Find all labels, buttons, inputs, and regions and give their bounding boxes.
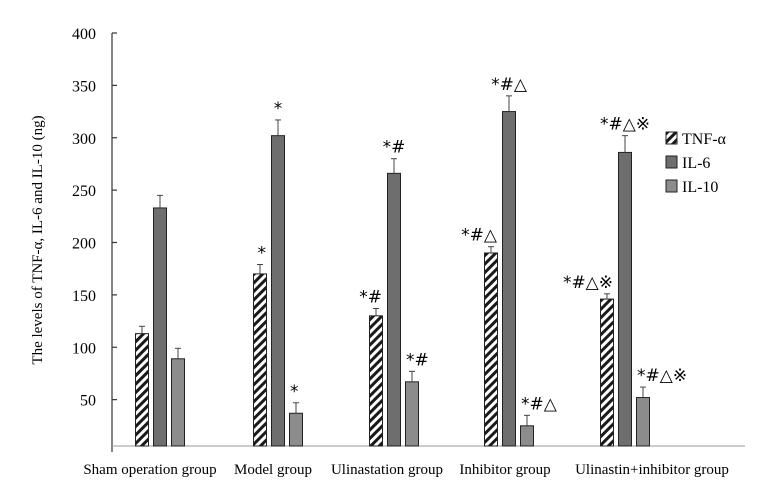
significance-label: *#△※ (563, 273, 613, 293)
bar-il10-2 (405, 381, 419, 447)
significance-label: *#△ (521, 394, 558, 414)
legend-label: IL-10 (682, 179, 718, 196)
bar-tnf-0 (135, 333, 149, 447)
y-tick-label: 100 (72, 340, 96, 357)
significance-label: *#△※ (600, 115, 650, 135)
legend-swatch (665, 179, 678, 193)
axes: 50 100 150 200 250 300 350 400 Sham operation gr… (72, 26, 745, 478)
y-tick-label: 250 (72, 183, 96, 200)
significance-label: *#△ (491, 75, 528, 95)
significance-label: * (274, 99, 283, 119)
significance-label: *#△※ (637, 366, 687, 386)
bar-il10-0 (171, 358, 185, 447)
bar-il6-1 (271, 135, 285, 447)
significance-label: *#△ (461, 226, 498, 246)
y-tick-label: 300 (72, 131, 96, 148)
legend-label: TNF-α (682, 131, 727, 148)
x-tick-label: Model group (234, 462, 312, 478)
y-tick-label: 50 (80, 393, 96, 410)
y-tick-label: 150 (72, 288, 96, 305)
significance-label: * (290, 382, 299, 402)
legend-swatch (665, 155, 678, 169)
x-tick-label: Inhibitor group (459, 462, 550, 478)
significance-label: *# (383, 138, 406, 158)
significance-label: * (258, 243, 267, 263)
bar-il6-3 (502, 111, 516, 447)
bar-il10-1 (289, 412, 303, 447)
bar-tnf-1 (253, 273, 267, 447)
bar-il6-4 (618, 151, 632, 447)
bar-tnf-4 (600, 298, 614, 447)
x-tick-label: Sham operation group (83, 462, 216, 478)
y-tick-label: 200 (72, 236, 96, 253)
legend-swatch (665, 131, 678, 145)
bar-tnf-2 (369, 315, 383, 447)
bar-il10-3 (520, 425, 534, 447)
legend: TNF-α IL-6 IL-10 (665, 131, 727, 196)
bar-tnf-3 (484, 252, 498, 447)
bar-il6-2 (387, 172, 401, 447)
y-axis-label: The levels of TNF-α, IL-6 and IL-10 (ng) (30, 115, 46, 364)
legend-label: IL-6 (682, 155, 710, 172)
annotations: * * * *# *# *# *#△ *#△ *#△ *#△※ *#△※ *#△※ (258, 75, 688, 414)
bar-il10-4 (636, 397, 650, 447)
bar-il6-0 (153, 207, 167, 447)
significance-label: *# (359, 287, 382, 307)
bars (135, 95, 650, 447)
significance-label: *# (406, 350, 429, 370)
x-tick-label: Ulinastin+inhibitor group (575, 462, 729, 478)
x-tick-label: Ulinastation group (331, 462, 443, 478)
y-tick-label: 400 (72, 26, 96, 43)
y-tick-label: 350 (72, 78, 96, 95)
